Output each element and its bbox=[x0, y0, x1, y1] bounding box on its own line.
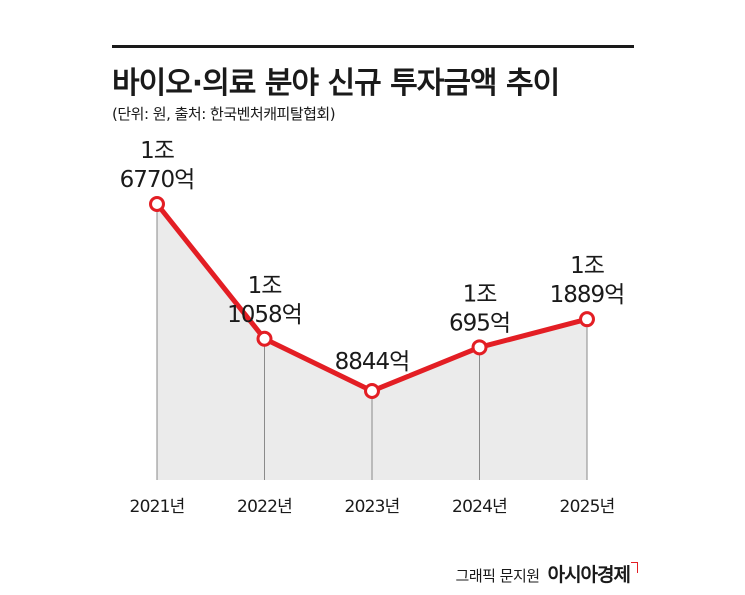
graphic-credit: 그래픽 문지원 bbox=[455, 567, 541, 585]
value-label-3-0: 1조 bbox=[463, 281, 497, 307]
x-tick-label-3: 2024년 bbox=[452, 497, 507, 517]
data-point-0 bbox=[149, 196, 165, 212]
value-label-1-0: 1조 bbox=[248, 273, 282, 299]
brand-name: 아시아경제 bbox=[547, 564, 631, 586]
drop-lines bbox=[156, 204, 588, 480]
value-label-0-0: 1조 bbox=[140, 138, 174, 164]
value-label-4-0: 1조 bbox=[570, 253, 604, 279]
chart-subtitle: (단위: 원, 출처: 한국벤처캐피탈협회) bbox=[112, 105, 336, 123]
data-point-4 bbox=[579, 311, 595, 328]
data-points bbox=[149, 196, 595, 399]
x-tick-label-2: 2023년 bbox=[345, 497, 400, 517]
brand-mark-icon bbox=[631, 562, 638, 573]
x-axis-labels: 2021년 2022년 2023년 2024년 2025년 bbox=[130, 497, 616, 517]
data-point-2 bbox=[364, 383, 380, 399]
chart-title: 바이오·의료 분야 신규 투자금액 추이 bbox=[112, 66, 560, 101]
title-rule bbox=[112, 45, 634, 48]
value-label-0-1: 6770억 bbox=[120, 167, 195, 193]
data-point-3 bbox=[471, 339, 488, 356]
value-label-3-1: 695억 bbox=[449, 310, 510, 336]
value-labels: 1조 6770억 1조 1058억 8844억 1조 695억 1조 1889억 bbox=[120, 138, 626, 378]
value-label-4-1: 1889억 bbox=[550, 282, 625, 308]
x-tick-label-0: 2021년 bbox=[130, 497, 185, 517]
credit: 그래픽 문지원 아시아경제 bbox=[456, 560, 638, 587]
x-tick-label-4: 2025년 bbox=[560, 497, 615, 517]
data-point-1 bbox=[256, 330, 273, 347]
x-tick-label-1: 2022년 bbox=[237, 497, 292, 517]
brand-logo: 아시아경제 bbox=[548, 560, 638, 587]
value-label-2-0: 8844억 bbox=[335, 349, 410, 375]
value-label-1-1: 1058억 bbox=[227, 302, 302, 328]
